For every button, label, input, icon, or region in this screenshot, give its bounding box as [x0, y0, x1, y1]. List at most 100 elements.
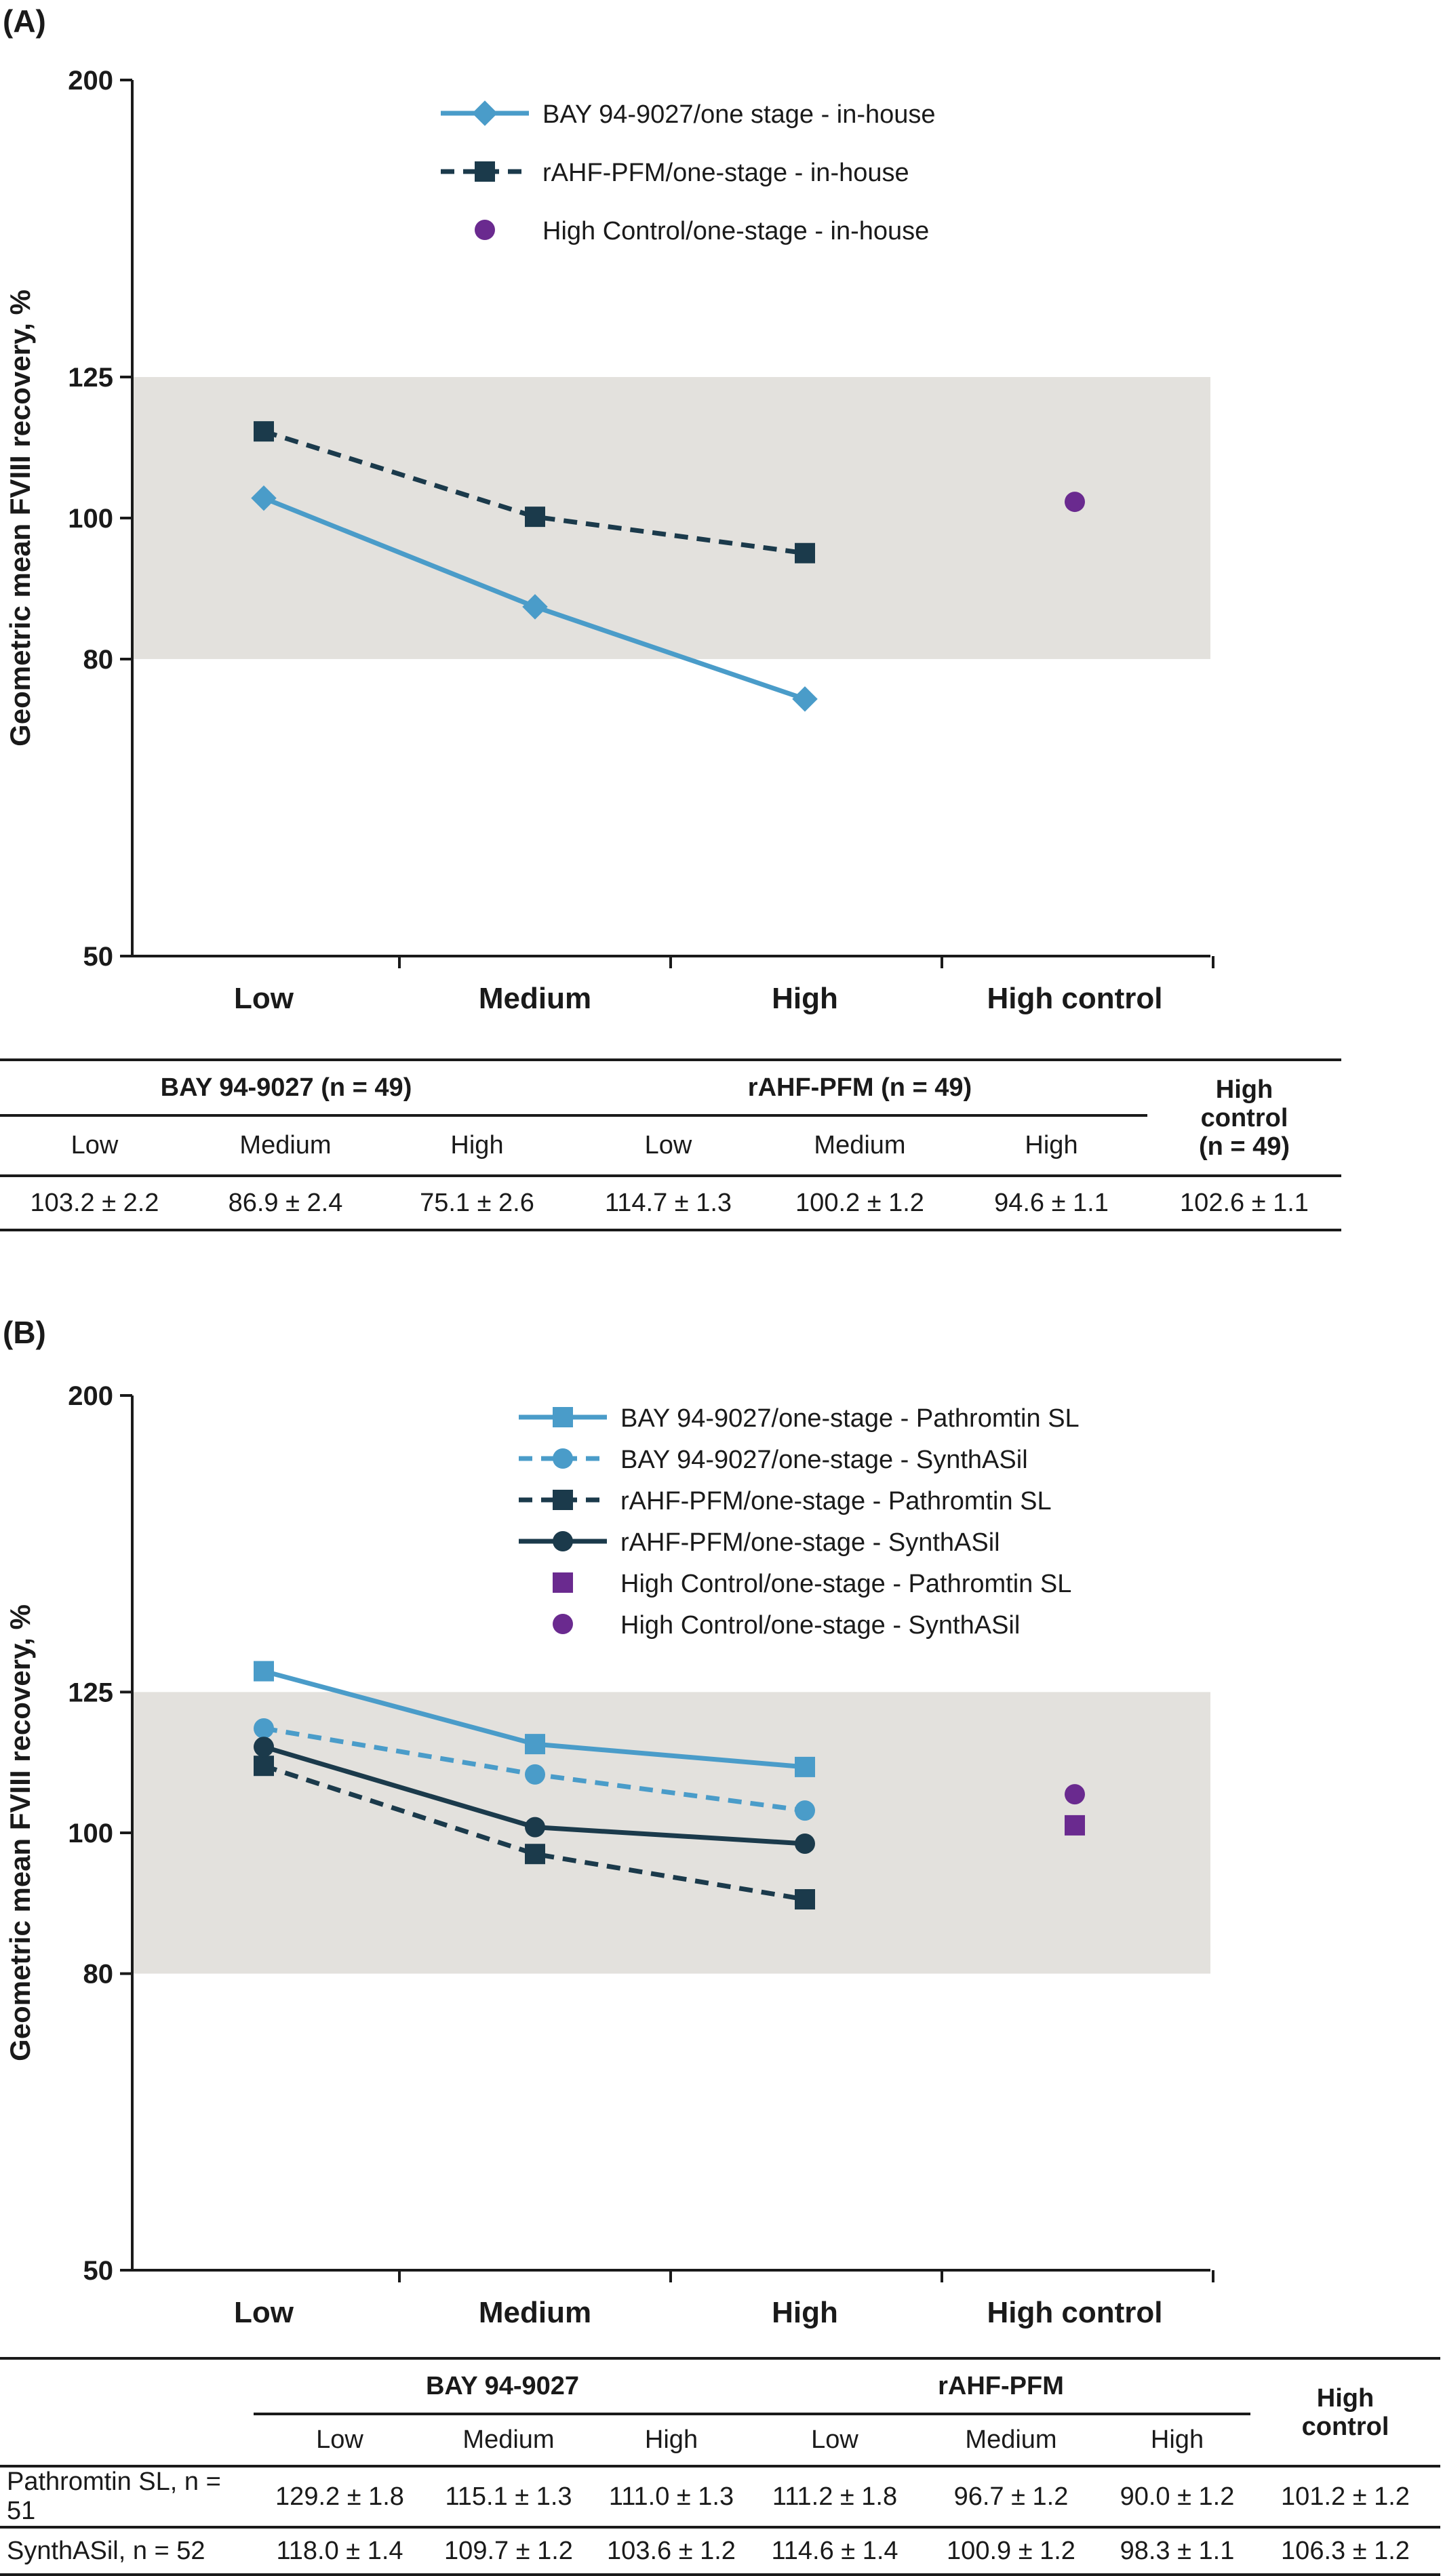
x-tick-label: High control [987, 982, 1162, 1015]
data-point [1065, 1784, 1085, 1805]
data-point [254, 421, 274, 442]
table-b-cell: 100.9 ± 1.2 [918, 2526, 1104, 2576]
table-b-group-bay: BAY 94-9027 [254, 2357, 751, 2414]
data-point [795, 542, 815, 563]
table-b-control-header-line1: High [1316, 2383, 1375, 2413]
data-point [525, 1844, 545, 1865]
table-a-cell: 75.1 ± 2.6 [382, 1176, 572, 1231]
table-a-subheader: High [955, 1114, 1147, 1177]
table-b-control-header-line2: control [1301, 2412, 1389, 2441]
legend-label: High Control/one-stage - SynthASil [620, 1611, 1020, 1640]
x-tick-label: Medium [479, 2296, 591, 2329]
y-tick-label: 50 [83, 2256, 114, 2286]
table-b-cell: 98.3 ± 1.1 [1104, 2526, 1250, 2576]
legend-label: BAY 94-9027/one stage - in-house [542, 100, 936, 129]
x-tick-label: Low [234, 982, 294, 1015]
y-tick-label: 100 [68, 1819, 113, 1848]
data-point [522, 594, 548, 620]
data-point [795, 1800, 815, 1821]
data-point [1065, 1815, 1085, 1836]
square-icon [553, 1490, 573, 1510]
square-icon [553, 1572, 573, 1593]
table-a-cell: 94.6 ± 1.1 [955, 1176, 1147, 1231]
panel-b-label: (B) [3, 1315, 46, 1350]
data-point [254, 1737, 274, 1758]
table-b-control-header: High control [1250, 2357, 1440, 2466]
series-line [262, 429, 806, 556]
y-axis-label: Geometric mean FVIII recovery, % [4, 1604, 36, 2061]
table-a-cell: 114.7 ± 1.3 [572, 1176, 764, 1231]
data-point [525, 1817, 545, 1838]
table-b-row-label: Pathromtin SL, n = 51 [0, 2465, 254, 2527]
circle-icon [553, 1531, 573, 1551]
table-a-control-header-line1: High [1215, 1075, 1273, 1104]
table-a-group-rahf: rAHF-PFM (n = 49) [572, 1058, 1147, 1115]
table-b-cell: 114.6 ± 1.4 [751, 2526, 918, 2576]
table-b-cell: 115.1 ± 1.3 [426, 2465, 591, 2527]
table-b-row-label: SynthASil, n = 52 [0, 2526, 254, 2576]
data-point [795, 1833, 815, 1854]
data-point [792, 686, 818, 712]
table-a-control-header-line3: (n = 49) [1198, 1132, 1290, 1161]
x-tick-label: High [772, 982, 838, 1015]
y-tick-label: 80 [83, 645, 114, 675]
y-tick-label: 125 [68, 363, 113, 393]
y-tick-label: 200 [68, 66, 113, 96]
table-b-cell: 90.0 ± 1.2 [1104, 2465, 1250, 2527]
panel-b-table: BAY 94-9027 rAHF-PFM High control Low Me… [0, 2357, 1440, 2576]
table-b-subheader: Medium [426, 2413, 591, 2466]
diamond-icon [472, 100, 498, 126]
legend-label: rAHF-PFM/one-stage - SynthASil [620, 1528, 1000, 1557]
table-b-group-rahf: rAHF-PFM [751, 2357, 1250, 2414]
table-b-subheader: Low [254, 2413, 426, 2466]
y-tick-label: 125 [68, 1678, 113, 1707]
table-a-cell: 86.9 ± 2.4 [189, 1176, 382, 1231]
legend-label: High Control/one-stage - in-house [542, 217, 929, 245]
chart-b: 50 80 100 125 200 Low Medium High High control Ge… [4, 1381, 1214, 2329]
table-a-control-header-line2: control [1200, 1103, 1288, 1132]
circle-icon [553, 1448, 573, 1469]
y-tick-label: 200 [68, 1381, 113, 1411]
y-tick-label: 80 [83, 1960, 114, 1989]
y-tick-label: 50 [83, 942, 114, 972]
table-b-subheader: High [1104, 2413, 1250, 2466]
panel-a-label: (A) [3, 3, 46, 39]
data-point [1065, 492, 1085, 513]
table-a-cell: 102.6 ± 1.1 [1147, 1176, 1341, 1231]
y-tick-label: 100 [68, 504, 113, 534]
table-b-cell: 129.2 ± 1.8 [254, 2465, 426, 2527]
table-a-subheader: Medium [764, 1114, 955, 1177]
legend-label: BAY 94-9027/one-stage - SynthASil [620, 1446, 1028, 1474]
chart-a: 50 80 100 125 200 Low Medium High High control Ge… [4, 66, 1214, 1015]
table-a-cell: 100.2 ± 1.2 [764, 1176, 955, 1231]
table-b-cell: 118.0 ± 1.4 [254, 2526, 426, 2576]
x-tick-label: Medium [479, 982, 591, 1015]
table-b-subheader: Low [751, 2413, 918, 2466]
legend-label: rAHF-PFM/one-stage - Pathromtin SL [620, 1487, 1052, 1515]
table-b-cell: 109.7 ± 1.2 [426, 2526, 591, 2576]
series-line [262, 1763, 806, 1902]
data-point [525, 507, 545, 528]
y-axis-label: Geometric mean FVIII recovery, % [4, 290, 36, 747]
table-a-group-bay: BAY 94-9027 (n = 49) [0, 1058, 572, 1115]
table-b-corner [0, 2357, 254, 2466]
table-b-cell: 111.0 ± 1.3 [591, 2465, 751, 2527]
legend-label: rAHF-PFM/one-stage - in-house [542, 159, 909, 187]
legend-label: High Control/one-stage - Pathromtin SL [620, 1570, 1071, 1598]
table-b-cell: 96.7 ± 1.2 [918, 2465, 1104, 2527]
table-b-subheader: Medium [918, 2413, 1104, 2466]
table-a-subheader: Medium [189, 1114, 382, 1177]
data-point [795, 1889, 815, 1910]
table-b-cell: 103.6 ± 1.2 [591, 2526, 751, 2576]
data-point [251, 485, 277, 511]
data-point [254, 1756, 274, 1777]
data-point [525, 1734, 545, 1755]
table-b-cell: 101.2 ± 1.2 [1250, 2465, 1440, 2527]
x-tick-label: High [772, 2296, 838, 2329]
table-a-subheader: Low [0, 1114, 189, 1177]
table-a-subheader: Low [572, 1114, 764, 1177]
data-point [254, 1718, 274, 1739]
acceptance-band [132, 377, 1210, 659]
table-a-cell: 103.2 ± 2.2 [0, 1176, 189, 1231]
legend-label: BAY 94-9027/one-stage - Pathromtin SL [620, 1404, 1080, 1433]
